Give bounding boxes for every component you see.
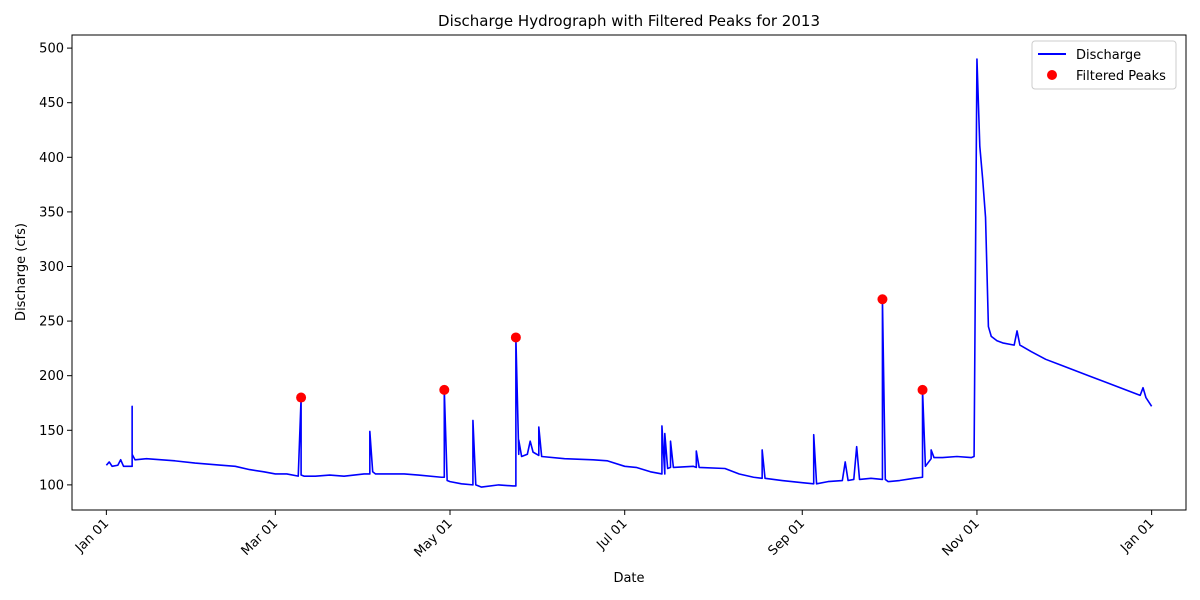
legend-box [1031, 40, 1177, 90]
chart-title: Discharge Hydrograph with Filtered Peaks… [438, 12, 820, 30]
y-axis-ticks: 100 150 200 250 300 350 400 450 500 [39, 42, 72, 493]
legend-discharge-label: Discharge [1076, 48, 1141, 63]
x-axis-ticks: Jan 01 Mar 01 May 01 Jul 01 Sep 01 Nov 01 Jan … [72, 510, 1157, 560]
y-tick-label: 200 [39, 369, 64, 384]
x-tick-label: Jul 01 [594, 516, 631, 553]
peak-marker [510, 332, 521, 343]
y-tick-label: 300 [39, 260, 64, 275]
y-tick-label: 500 [39, 42, 64, 57]
x-axis-label: Date [613, 571, 644, 586]
y-tick-label: 400 [39, 151, 64, 166]
y-tick-label: 450 [39, 96, 64, 111]
x-tick-label: Sep 01 [766, 516, 809, 559]
x-tick-label: Nov 01 [940, 516, 983, 559]
peak-marker [439, 384, 450, 395]
x-tick-label: May 01 [412, 516, 456, 560]
legend-peaks-swatch [1047, 70, 1057, 80]
y-tick-label: 350 [39, 205, 64, 220]
plot-area [71, 34, 1187, 511]
x-tick-label: Mar 01 [239, 516, 282, 559]
y-tick-label: 250 [39, 315, 64, 330]
series-layer [105, 58, 1153, 488]
y-tick-label: 150 [39, 424, 64, 439]
x-tick-label: Jan 01 [1117, 516, 1157, 556]
peak-marker [877, 294, 888, 305]
legend: Discharge Filtered Peaks [1031, 40, 1177, 90]
y-tick-label: 100 [39, 478, 64, 493]
y-axis-label: Discharge (cfs) [14, 223, 29, 321]
peak-marker [917, 384, 928, 395]
legend-peaks-label: Filtered Peaks [1076, 69, 1166, 84]
peak-marker [296, 392, 307, 403]
discharge-line [105, 58, 1153, 488]
x-tick-label: Jan 01 [72, 516, 112, 556]
